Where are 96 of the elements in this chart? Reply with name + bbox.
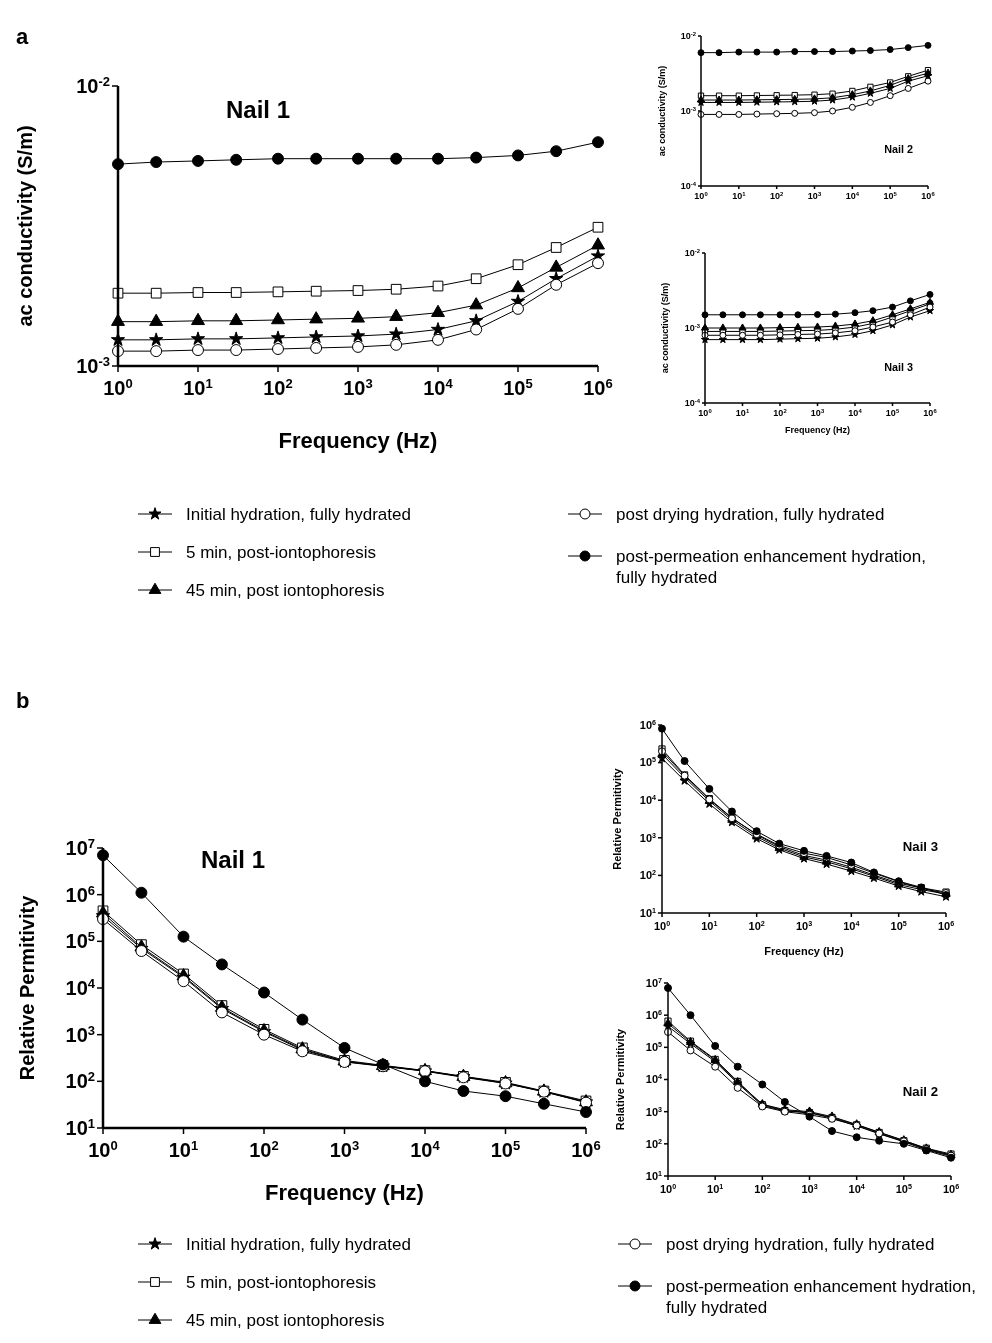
y-tick-label: 10$^{4}$ bbox=[639, 794, 657, 807]
y-tick-label: 10$^{5}$ bbox=[639, 756, 657, 769]
y-tick-label: 10$^{5}$ bbox=[645, 1041, 663, 1054]
x-tick-label: 10$^{5}$ bbox=[883, 191, 898, 202]
chart-title: Nail 1 bbox=[200, 846, 266, 873]
x-tick-label: 10$^{6}$ bbox=[921, 191, 936, 202]
legend-label: 5 min, post-iontophoresis bbox=[186, 1273, 376, 1292]
text: Nail 2 bbox=[884, 143, 913, 155]
x-tick-label: 10$^{5}$ bbox=[490, 1137, 521, 1161]
x-axis-title: Frequency (Hz) bbox=[784, 425, 851, 435]
x-tick-label: 10$^{0}$ bbox=[694, 191, 709, 202]
x-tick-label: 10$^{1}$ bbox=[183, 375, 213, 399]
x-tick-label: 10$^{0}$ bbox=[659, 1182, 677, 1195]
x-tick-label: 10$^{3}$ bbox=[810, 408, 825, 419]
y-tick-label: 10$^{6}$ bbox=[645, 1009, 663, 1022]
y-axis-title: Relative Permitivity bbox=[16, 894, 38, 1081]
y-tick-label: 10$^{-3}$ bbox=[76, 353, 110, 377]
x-tick-label: 10$^{2}$ bbox=[263, 375, 293, 399]
x-tick-label: 10$^{0}$ bbox=[653, 919, 671, 932]
x-tick-label: 10$^{4}$ bbox=[848, 1182, 865, 1195]
y-axis-title: Relative Permitivity bbox=[611, 767, 623, 870]
y-tick-label: 10$^{1}$ bbox=[65, 1115, 95, 1139]
x-tick-label: 10$^{2}$ bbox=[249, 1137, 279, 1161]
text: Nail 2 bbox=[902, 1084, 938, 1099]
x-tick-label: 10$^{5}$ bbox=[503, 375, 533, 399]
x-tick-label: 10$^{2}$ bbox=[754, 1182, 771, 1195]
legend-label: post drying hydration, fully hydrated bbox=[616, 505, 885, 524]
x-tick-label: 10$^{3}$ bbox=[795, 919, 813, 932]
y-axis-title: ac conductivity (S/m) bbox=[660, 282, 670, 374]
legend-label: Initial hydration, fully hydrated bbox=[186, 1235, 411, 1254]
x-tick-label: 10$^{2}$ bbox=[773, 408, 788, 419]
y-tick-label: 10$^{4}$ bbox=[645, 1073, 663, 1086]
legend-label: Initial hydration, fully hydrated bbox=[186, 505, 411, 524]
y-tick-label: 10$^{3}$ bbox=[65, 1022, 95, 1046]
y-tick-label: 10$^{-3}$ bbox=[684, 323, 701, 334]
x-tick-label: 10$^{6}$ bbox=[937, 919, 955, 932]
x-tick-label: 10$^{3}$ bbox=[801, 1182, 818, 1195]
legend-label: 45 min, post iontophoresis bbox=[186, 1311, 385, 1330]
y-axis-title: ac conductivity (S/m) bbox=[657, 65, 667, 157]
x-tick-label: 10$^{1}$ bbox=[707, 1182, 724, 1195]
y-tick-label: 10$^{2}$ bbox=[639, 869, 657, 882]
x-tick-label: 10$^{3}$ bbox=[343, 375, 373, 399]
x-tick-label: 10$^{4}$ bbox=[410, 1137, 441, 1161]
x-tick-label: 10$^{1}$ bbox=[168, 1137, 199, 1161]
chart-title: Nail 1 bbox=[225, 96, 291, 123]
y-tick-label: 10$^{2}$ bbox=[65, 1068, 95, 1093]
y-tick-label: 10$^{-4}$ bbox=[684, 398, 701, 409]
text: Nail 3 bbox=[884, 361, 913, 373]
x-tick-label: 10$^{5}$ bbox=[890, 919, 907, 932]
y-tick-label: 10$^{-4}$ bbox=[680, 181, 697, 192]
x-axis-title: Frequency (Hz) bbox=[764, 945, 845, 957]
x-tick-label: 10$^{4}$ bbox=[845, 191, 860, 202]
x-tick-label: 10$^{2}$ bbox=[748, 919, 765, 932]
x-tick-label: 10$^{4}$ bbox=[843, 919, 860, 932]
x-tick-label: 10$^{1}$ bbox=[732, 191, 747, 202]
x-tick-label: 10$^{3}$ bbox=[807, 191, 822, 202]
y-tick-label: 10$^{-2}$ bbox=[680, 31, 697, 42]
x-tick-label: 10$^{1}$ bbox=[701, 919, 718, 932]
x-tick-label: 10$^{3}$ bbox=[329, 1137, 360, 1161]
x-tick-label: 10$^{5}$ bbox=[895, 1182, 912, 1195]
y-tick-label: 10$^{4}$ bbox=[65, 975, 96, 999]
x-tick-label: 10$^{6}$ bbox=[571, 1137, 601, 1161]
x-tick-label: 10$^{0}$ bbox=[88, 1137, 118, 1161]
legend-label: post-permeation enhancement hydration, fully hydrated bbox=[666, 1277, 976, 1317]
y-tick-label: 10$^{3}$ bbox=[639, 831, 657, 844]
x-axis-title: Frequency (Hz) bbox=[265, 1180, 424, 1205]
x-tick-label: 10$^{2}$ bbox=[770, 191, 785, 202]
x-axis-title: Frequency (Hz) bbox=[278, 428, 438, 453]
y-tick-label: 10$^{1}$ bbox=[639, 906, 657, 919]
text: a bbox=[16, 24, 29, 49]
legend-label: 45 min, post iontophoresis bbox=[186, 581, 385, 600]
legend-label: 5 min, post-iontophoresis bbox=[186, 543, 376, 562]
x-tick-label: 10$^{6}$ bbox=[942, 1182, 960, 1195]
x-tick-label: 10$^{4}$ bbox=[423, 375, 454, 399]
text: Nail 3 bbox=[902, 839, 938, 854]
text: b bbox=[16, 688, 30, 713]
x-tick-label: 10$^{6}$ bbox=[583, 375, 613, 399]
x-tick-label: 10$^{0}$ bbox=[103, 375, 133, 399]
legend-label: post-permeation enhancement hydration, fully hydrated bbox=[616, 547, 926, 587]
x-tick-label: 10$^{4}$ bbox=[848, 408, 863, 419]
y-tick-label: 10$^{-2}$ bbox=[684, 248, 701, 259]
y-tick-label: 10$^{-2}$ bbox=[76, 73, 110, 97]
y-axis-title: ac conductivity (S/m) bbox=[14, 125, 36, 327]
y-tick-label: 10$^{7}$ bbox=[65, 835, 95, 859]
x-tick-label: 10$^{0}$ bbox=[698, 408, 713, 419]
y-axis-title: Relative Permitivity bbox=[614, 1027, 626, 1131]
y-tick-label: 10$^{1}$ bbox=[645, 1169, 663, 1182]
x-tick-label: 10$^{1}$ bbox=[735, 408, 750, 419]
y-tick-label: 10$^{7}$ bbox=[645, 976, 663, 989]
x-tick-label: 10$^{5}$ bbox=[885, 408, 900, 419]
y-tick-label: 10$^{6}$ bbox=[639, 718, 657, 731]
y-tick-label: 10$^{3}$ bbox=[645, 1105, 663, 1118]
x-tick-label: 10$^{6}$ bbox=[923, 408, 938, 419]
y-tick-label: 10$^{-3}$ bbox=[680, 106, 697, 117]
y-tick-label: 10$^{6}$ bbox=[65, 882, 95, 906]
legend-label: post drying hydration, fully hydrated bbox=[666, 1235, 935, 1254]
